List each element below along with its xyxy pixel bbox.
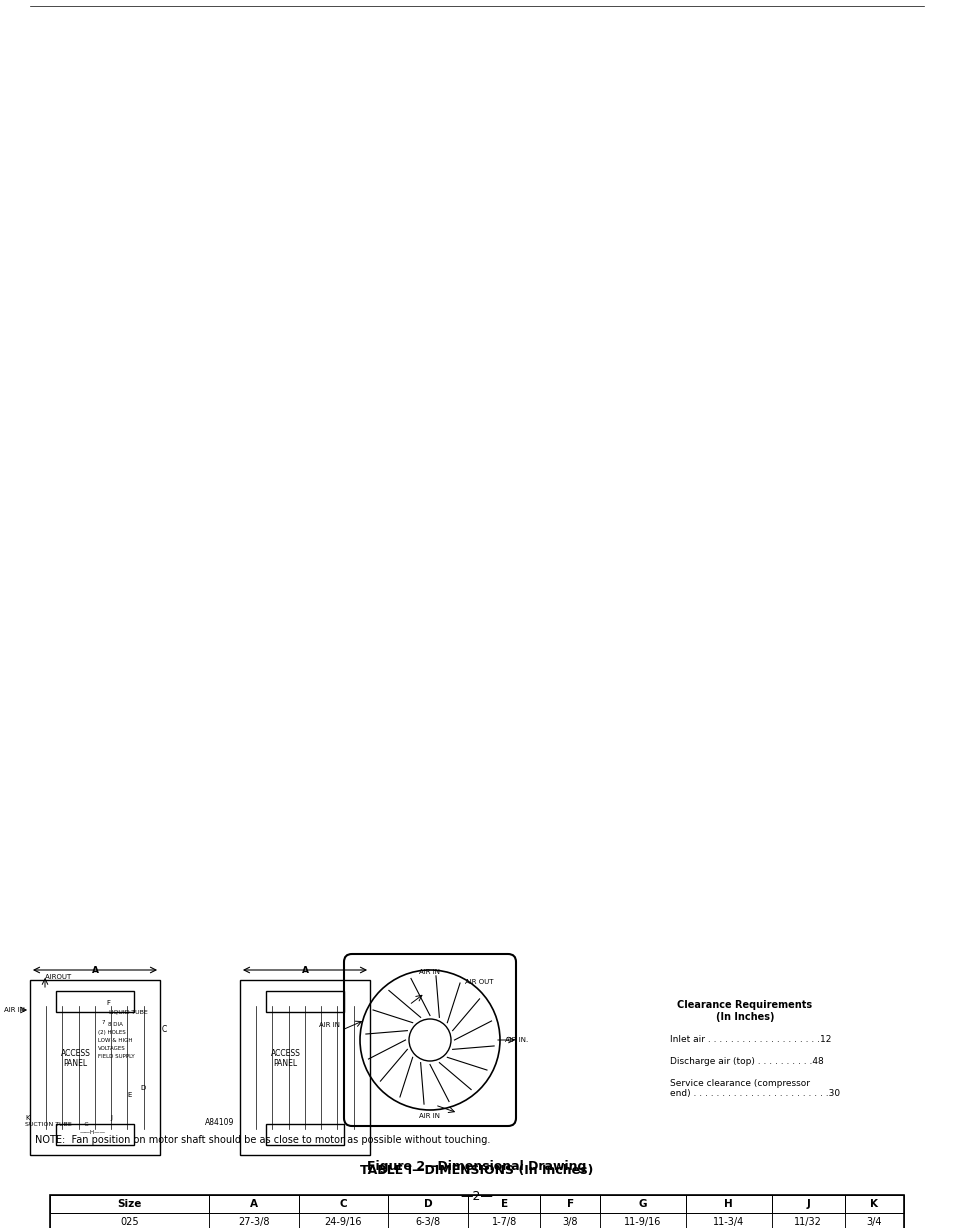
Text: TABLE I—DIMENSIONS (In Inches): TABLE I—DIMENSIONS (In Inches) (360, 1164, 593, 1176)
Text: A: A (301, 966, 308, 975)
Text: 025: 025 (120, 1217, 138, 1227)
Bar (298, 1195, 388, 1213)
Text: 6-3/8: 6-3/8 (416, 1217, 440, 1227)
Text: SUCTION TUBE: SUCTION TUBE (25, 1122, 71, 1127)
Text: 11-3/4: 11-3/4 (713, 1217, 743, 1227)
Text: 8 DIA: 8 DIA (108, 1022, 123, 1027)
Bar (30, 980, 160, 1156)
Bar (209, 1213, 298, 1228)
Text: E: E (500, 1199, 507, 1210)
Text: A: A (91, 966, 98, 975)
Text: 11-9/16: 11-9/16 (623, 1217, 660, 1227)
Bar (467, 1195, 540, 1213)
Text: H: H (723, 1199, 733, 1210)
Text: K: K (869, 1199, 878, 1210)
Bar (771, 1195, 843, 1213)
Text: Size: Size (117, 1199, 141, 1210)
Text: C: C (339, 1199, 347, 1210)
Text: AIR IN: AIR IN (419, 1113, 440, 1119)
Text: 3/4: 3/4 (865, 1217, 882, 1227)
Text: —G—: —G— (80, 1122, 95, 1127)
Text: NOTE:  Fan position on motor shaft should be as close to motor as possible witho: NOTE: Fan position on motor shaft should… (35, 1135, 490, 1144)
Text: 1-7/8: 1-7/8 (491, 1217, 517, 1227)
Text: FIELD SUPPLY: FIELD SUPPLY (97, 1054, 134, 1059)
Text: E: E (128, 1092, 132, 1098)
Bar (266, 1124, 344, 1144)
Bar (599, 1213, 685, 1228)
Text: ACCESS
PANEL: ACCESS PANEL (271, 1049, 300, 1068)
Text: AIR IN.: AIR IN. (504, 1036, 528, 1043)
Bar (540, 1213, 599, 1228)
Text: AIR IN: AIR IN (318, 1022, 339, 1028)
Bar (388, 1213, 467, 1228)
Text: Figure 2—Dimensional Drawing: Figure 2—Dimensional Drawing (367, 1160, 586, 1173)
Bar (467, 1213, 540, 1228)
Bar (685, 1213, 771, 1228)
Text: —2—: —2— (460, 1190, 493, 1203)
Text: 3/8: 3/8 (562, 1217, 578, 1227)
Bar (843, 1195, 903, 1213)
Text: 24-9/16: 24-9/16 (324, 1217, 362, 1227)
Text: 11/32: 11/32 (794, 1217, 821, 1227)
Bar (540, 1195, 599, 1213)
Text: Service clearance (compressor
end) . . . . . . . . . . . . . . . . . . . . . . .: Service clearance (compressor end) . . .… (669, 1079, 840, 1098)
Text: LOW & HIGH: LOW & HIGH (97, 1038, 132, 1043)
Text: AIR IN: AIR IN (4, 1007, 25, 1013)
Text: F: F (566, 1199, 573, 1210)
Bar (50, 1195, 209, 1213)
Text: K: K (25, 1115, 30, 1121)
Text: A84109: A84109 (205, 1117, 234, 1127)
Text: ——H——: ——H—— (80, 1130, 106, 1135)
Bar (388, 1195, 467, 1213)
Text: AIR⁠OUT: AIR⁠OUT (45, 974, 71, 980)
Bar (56, 1124, 133, 1144)
Bar (50, 1195, 903, 1228)
Text: ACCESS
PANEL: ACCESS PANEL (60, 1049, 91, 1068)
Text: J: J (805, 1199, 809, 1210)
Text: G: G (638, 1199, 646, 1210)
Bar (50, 1213, 209, 1228)
Bar (266, 991, 344, 1012)
Bar (685, 1195, 771, 1213)
Text: C: C (162, 1025, 167, 1034)
Text: LIQUID-TUBE: LIQUID-TUBE (108, 1009, 148, 1016)
Text: F: F (106, 1000, 110, 1006)
Bar (771, 1213, 843, 1228)
Text: (2) HOLES: (2) HOLES (97, 1030, 125, 1035)
Text: J: J (110, 1115, 112, 1121)
Text: Inlet air . . . . . . . . . . . . . . . . . . . .12: Inlet air . . . . . . . . . . . . . . . … (669, 1035, 830, 1044)
Bar (843, 1213, 903, 1228)
Text: Discharge air (top) . . . . . . . . . .48: Discharge air (top) . . . . . . . . . .4… (669, 1057, 822, 1066)
Bar (240, 980, 370, 1156)
Text: VOLTAGES: VOLTAGES (97, 1046, 125, 1051)
Text: 27-3/8: 27-3/8 (237, 1217, 269, 1227)
Bar (209, 1195, 298, 1213)
Bar (599, 1195, 685, 1213)
Text: AIR OUT: AIR OUT (464, 979, 493, 985)
Text: AIR IN: AIR IN (419, 969, 440, 975)
Bar (56, 991, 133, 1012)
Text: D: D (423, 1199, 432, 1210)
Text: A: A (250, 1199, 257, 1210)
Text: Clearance Requirements
(In Inches): Clearance Requirements (In Inches) (677, 1000, 812, 1022)
Bar (298, 1213, 388, 1228)
Text: 7: 7 (101, 1020, 105, 1025)
Text: D: D (140, 1086, 146, 1090)
